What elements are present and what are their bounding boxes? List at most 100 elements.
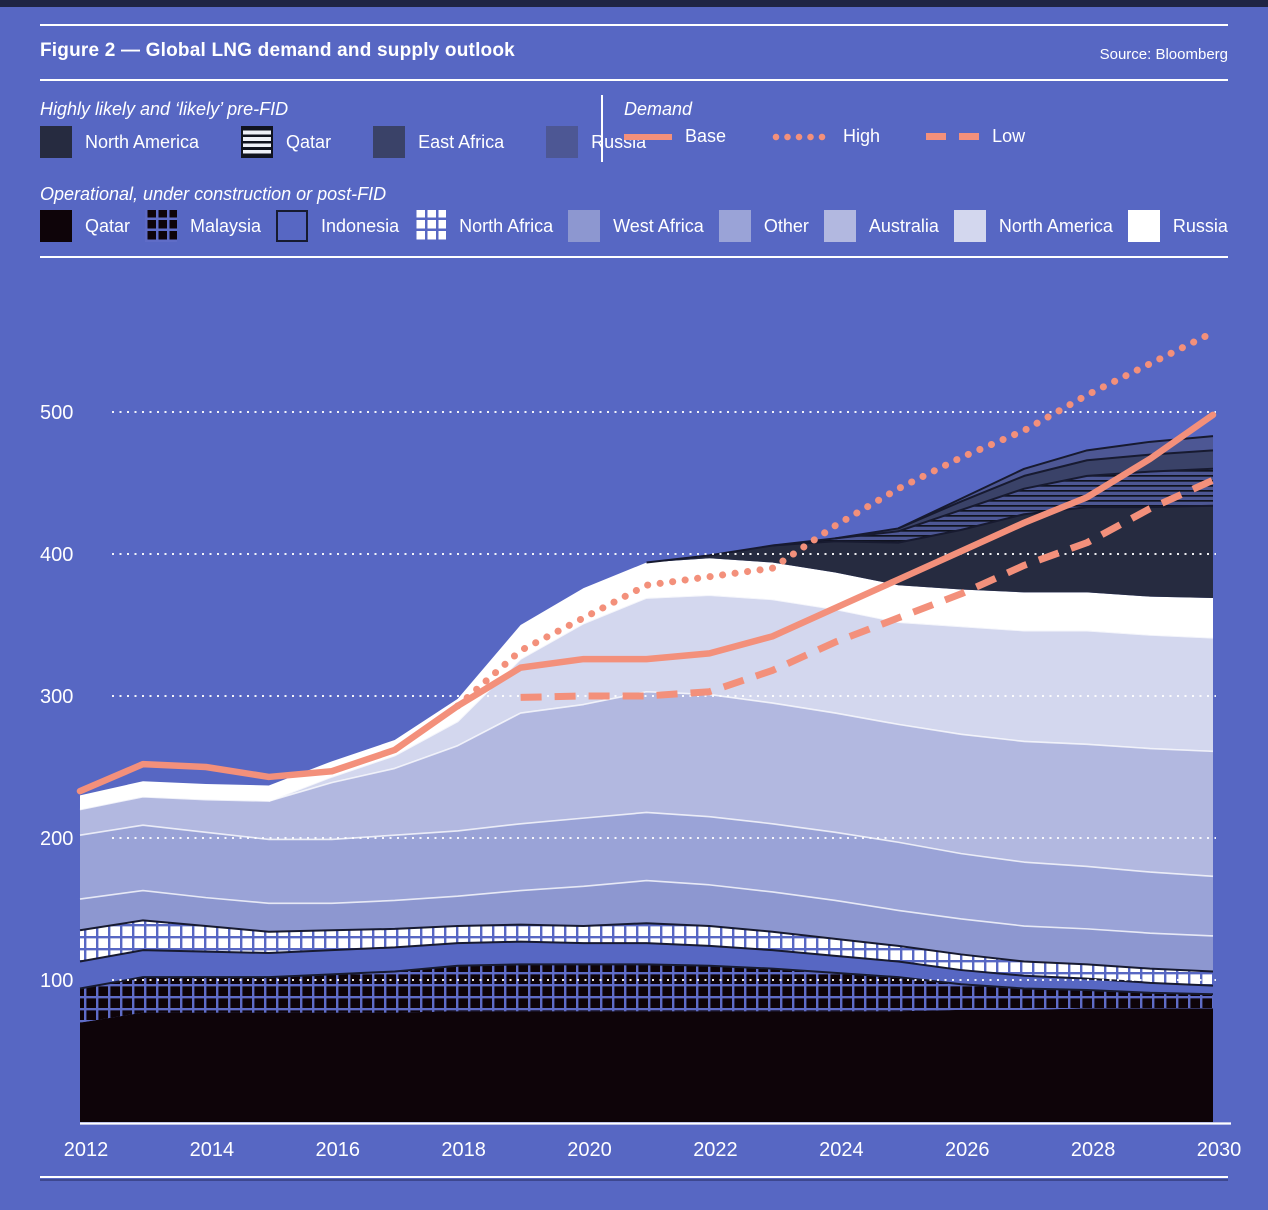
russia-prefid-swatch xyxy=(546,126,579,158)
legend-op-indonesia-label: Indonesia xyxy=(321,215,400,236)
legend-prefid-east-africa-label: East Africa xyxy=(418,131,505,152)
legend-demand-low-label: Low xyxy=(992,126,1026,146)
footer-divider-shadow xyxy=(40,1179,1228,1181)
other-op-swatch xyxy=(718,210,751,242)
edge-malaysia xyxy=(79,963,1214,996)
legend-prefid-label: Highly likely and ‘likely’ pre-FID xyxy=(40,99,289,119)
edge-north-america xyxy=(646,504,1214,564)
x-tick-2024: 2024 xyxy=(819,1139,864,1161)
legend-op-qatar-label: Qatar xyxy=(85,215,131,236)
legend-prefid-north-america-label: North America xyxy=(85,131,200,152)
legend-op-north-africa: North Africa xyxy=(414,210,553,242)
demand-line-high xyxy=(454,328,1217,710)
x-tick-2018: 2018 xyxy=(441,1139,486,1161)
x-tick-2014: 2014 xyxy=(190,1139,235,1161)
legend-operational: Qatar Malaysia Indonesia North Africa West A… xyxy=(40,210,1228,242)
y-tick-100: 100 xyxy=(40,970,73,992)
malaysia-op-swatch xyxy=(145,210,178,242)
legend-op-other-label: Other xyxy=(763,215,809,236)
legend-op-russia: Russia xyxy=(1127,210,1228,242)
demand-line-base xyxy=(76,411,1217,795)
y-tick-400: 400 xyxy=(40,544,73,566)
edge-west-africa xyxy=(79,879,1214,937)
legend-divider xyxy=(601,95,603,162)
x-tick-2016: 2016 xyxy=(316,1139,361,1161)
legend-demand-base-label: Base xyxy=(685,126,727,146)
edge-australia xyxy=(79,690,1214,811)
y-tick-300: 300 xyxy=(40,686,73,708)
y-tick-500: 500 xyxy=(40,402,73,424)
legend-operational-label: Operational, under construction or post-… xyxy=(40,184,387,204)
edge-russia xyxy=(897,435,1214,530)
header-divider-top xyxy=(40,24,1228,26)
legend-op-russia-label: Russia xyxy=(1172,215,1228,236)
legend-op-indonesia: Indonesia xyxy=(276,210,399,242)
legend-op-malaysia-label: Malaysia xyxy=(190,215,262,236)
north-africa-op-swatch xyxy=(414,210,447,242)
area-op-russia xyxy=(80,558,1213,810)
edge-indonesia xyxy=(79,940,1214,987)
legend-prefid: North America Qatar East Africa Russia xyxy=(40,126,646,158)
legend-op-north-america: North America xyxy=(953,210,1113,242)
australia-op-swatch xyxy=(823,210,856,242)
qatar-op-swatch xyxy=(40,210,72,242)
north-america-prefid-swatch xyxy=(40,126,72,158)
legend-prefid-qatar: Qatar xyxy=(241,126,331,158)
legend-op-qatar: Qatar xyxy=(40,210,130,242)
legend-prefid-east-africa: East Africa xyxy=(373,126,504,158)
x-tick-2030: 2030 xyxy=(1197,1139,1242,1161)
legend-op-malaysia: Malaysia xyxy=(145,210,261,242)
high-demand-swatch xyxy=(772,132,831,141)
legend-op-west-africa-label: West Africa xyxy=(613,215,704,236)
header-divider-bottom xyxy=(40,79,1228,81)
area-op-australia xyxy=(80,691,1213,877)
x-tick-2026: 2026 xyxy=(945,1139,990,1161)
legend-op-north-africa-label: North Africa xyxy=(459,215,554,236)
area-prefid-north-america xyxy=(80,505,1213,796)
low-demand-swatch xyxy=(926,133,980,140)
area-op-qatar xyxy=(80,1008,1213,1122)
legend-op-west-africa: West Africa xyxy=(568,210,704,242)
area-op-north-africa xyxy=(80,920,1213,986)
area-prefid-qatar xyxy=(80,468,1213,796)
north-america-op-swatch xyxy=(953,210,986,242)
edge-north-america xyxy=(268,594,1214,802)
area-op-other xyxy=(80,812,1213,936)
source-credit: Source: Bloomberg xyxy=(1099,46,1228,63)
top-accent-bar xyxy=(0,0,1268,7)
footer-divider xyxy=(40,1176,1228,1178)
area-op-indonesia xyxy=(80,941,1213,995)
legend-divider-bottom xyxy=(40,256,1228,258)
qatar-prefid-swatch xyxy=(241,126,274,158)
x-tick-2012: 2012 xyxy=(64,1139,109,1161)
east-africa-prefid-swatch xyxy=(373,126,406,158)
legend-demand-high-label: High xyxy=(843,126,881,146)
west-africa-op-swatch xyxy=(568,210,601,242)
legend-op-north-america-label: North America xyxy=(998,215,1113,236)
area-op-malaysia xyxy=(80,964,1213,1023)
base-demand-swatch xyxy=(624,133,672,140)
demand-line-low xyxy=(520,476,1215,701)
area-op-north-america xyxy=(80,595,1213,810)
legend-op-australia: Australia xyxy=(823,210,939,242)
legend-demand-base: Base xyxy=(624,126,726,147)
legend-op-other: Other xyxy=(718,210,809,242)
legend-demand-low: Low xyxy=(926,126,1025,147)
figure-title: Figure 2 — Global LNG demand and supply … xyxy=(40,40,515,61)
legend-op-australia-label: Australia xyxy=(868,215,939,236)
legend-demand-label: Demand xyxy=(624,99,693,119)
edge-north-africa xyxy=(79,919,1214,973)
y-tick-200: 200 xyxy=(40,828,73,850)
indonesia-op-swatch xyxy=(276,210,309,242)
legend-demand: Base High Low xyxy=(624,126,1025,147)
edge-other xyxy=(79,811,1214,878)
legend-prefid-qatar-label: Qatar xyxy=(286,131,332,152)
legend-demand-high: High xyxy=(772,126,880,147)
x-tick-2028: 2028 xyxy=(1071,1139,1116,1161)
russia-op-swatch xyxy=(1127,210,1160,242)
area-op-west-africa xyxy=(80,880,1213,972)
legend-prefid-north-america: North America xyxy=(40,126,199,158)
x-tick-2020: 2020 xyxy=(567,1139,612,1161)
